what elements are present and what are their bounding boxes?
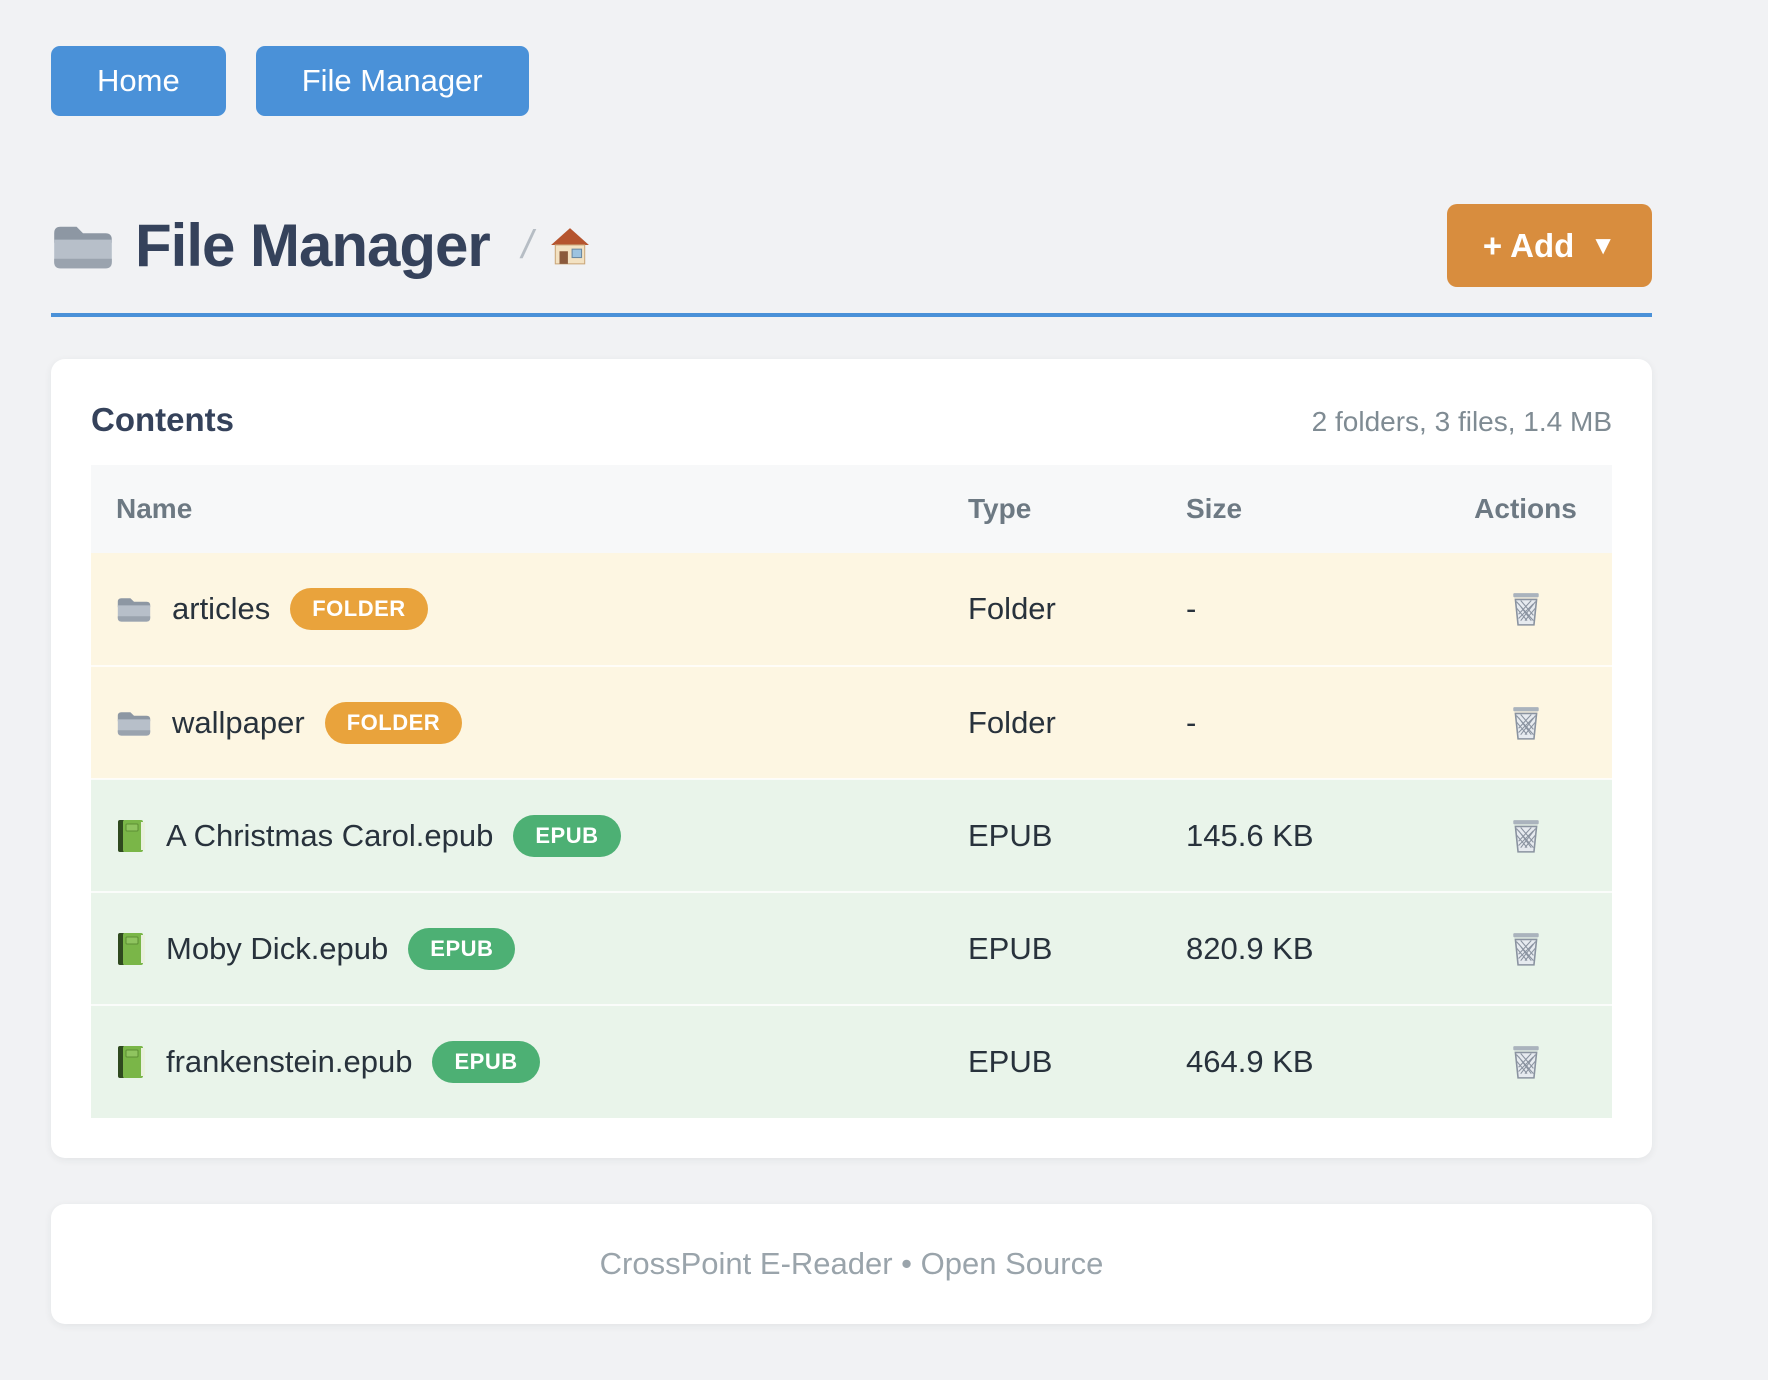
book-icon xyxy=(116,819,146,853)
trash-icon xyxy=(1509,705,1543,741)
file-type: EPUB xyxy=(943,778,1161,892)
contents-title: Contents xyxy=(91,401,234,438)
column-header-name: Name xyxy=(91,465,943,553)
type-badge: EPUB xyxy=(408,927,516,970)
breadcrumb-separator: / xyxy=(521,223,533,267)
file-name[interactable]: frankenstein.epub xyxy=(166,1044,413,1079)
file-size: 464.9 KB xyxy=(1161,1004,1439,1118)
table-row: Moby Dick.epub EPUB EPUB 820.9 KB xyxy=(91,891,1612,1005)
file-type: Folder xyxy=(943,665,1161,779)
delete-button[interactable] xyxy=(1503,925,1549,973)
trash-icon xyxy=(1509,1044,1543,1080)
type-badge: FOLDER xyxy=(290,588,428,630)
table-row: A Christmas Carol.epub EPUB EPUB 145.6 K… xyxy=(91,778,1612,892)
page-title: File Manager xyxy=(135,212,491,279)
contents-card: Contents 2 folders, 3 files, 1.4 MB Name… xyxy=(51,359,1652,1158)
table-row: frankenstein.epub EPUB EPUB 464.9 KB xyxy=(91,1004,1612,1118)
file-name[interactable]: articles xyxy=(172,591,271,626)
delete-button[interactable] xyxy=(1503,1038,1549,1086)
add-button-label: + Add xyxy=(1482,226,1575,264)
top-nav: Home File Manager xyxy=(51,46,1652,116)
delete-button[interactable] xyxy=(1503,699,1549,747)
trash-icon xyxy=(1509,931,1543,967)
file-size: 820.9 KB xyxy=(1161,891,1439,1005)
delete-button[interactable] xyxy=(1503,812,1549,860)
table-row: wallpaper FOLDER Folder - xyxy=(91,665,1612,779)
file-type: EPUB xyxy=(943,891,1161,1005)
column-header-type: Type xyxy=(943,465,1161,553)
file-type: EPUB xyxy=(943,1004,1161,1118)
page-header: File Manager / + Add ▼ xyxy=(51,204,1652,287)
breadcrumb: / xyxy=(522,223,591,268)
type-badge: FOLDER xyxy=(324,701,463,744)
book-icon xyxy=(116,1045,146,1079)
contents-summary: 2 folders, 3 files, 1.4 MB xyxy=(1311,406,1612,437)
trash-icon xyxy=(1509,818,1543,854)
file-name[interactable]: wallpaper xyxy=(172,704,305,740)
file-type: Folder xyxy=(943,553,1161,666)
trash-icon xyxy=(1509,591,1543,627)
file-size: 145.6 KB xyxy=(1161,778,1439,892)
home-icon[interactable] xyxy=(549,226,591,266)
column-header-size: Size xyxy=(1161,465,1439,553)
type-badge: EPUB xyxy=(513,814,621,857)
delete-button[interactable] xyxy=(1503,585,1549,633)
file-name[interactable]: A Christmas Carol.epub xyxy=(166,817,494,853)
file-size: - xyxy=(1161,665,1439,779)
column-header-actions: Actions xyxy=(1439,465,1612,553)
table-row: articles FOLDER Folder - xyxy=(91,553,1612,666)
file-table-body: articles FOLDER Folder - wallpaper xyxy=(91,553,1612,1118)
book-icon xyxy=(116,932,146,966)
table-header-row: Name Type Size Actions xyxy=(91,465,1612,553)
footer-text: CrossPoint E-Reader • Open Source xyxy=(599,1246,1104,1281)
file-table: Name Type Size Actions articles FOLDER F… xyxy=(91,465,1612,1118)
file-manager-button[interactable]: File Manager xyxy=(255,46,529,116)
folder-icon xyxy=(116,594,152,624)
footer: CrossPoint E-Reader • Open Source xyxy=(51,1204,1652,1324)
folder-icon xyxy=(116,708,152,738)
file-manager-page: Home File Manager File Manager / + Add ▼… xyxy=(51,46,1652,1324)
file-size: - xyxy=(1161,553,1439,666)
add-button[interactable]: + Add ▼ xyxy=(1446,204,1652,287)
folder-icon xyxy=(51,218,115,274)
title-divider xyxy=(51,313,1652,317)
caret-down-icon: ▼ xyxy=(1590,230,1616,260)
file-name[interactable]: Moby Dick.epub xyxy=(166,930,389,966)
home-button[interactable]: Home xyxy=(51,46,226,116)
type-badge: EPUB xyxy=(432,1041,540,1083)
